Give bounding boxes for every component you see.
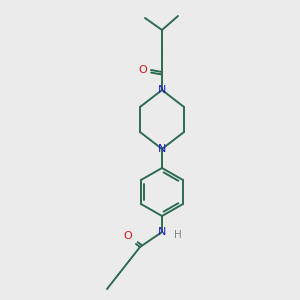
Text: O: O	[124, 231, 132, 241]
Text: N: N	[158, 144, 166, 154]
Text: N: N	[158, 227, 166, 237]
Text: O: O	[139, 65, 147, 75]
Text: N: N	[158, 85, 166, 95]
Text: H: H	[174, 230, 182, 240]
